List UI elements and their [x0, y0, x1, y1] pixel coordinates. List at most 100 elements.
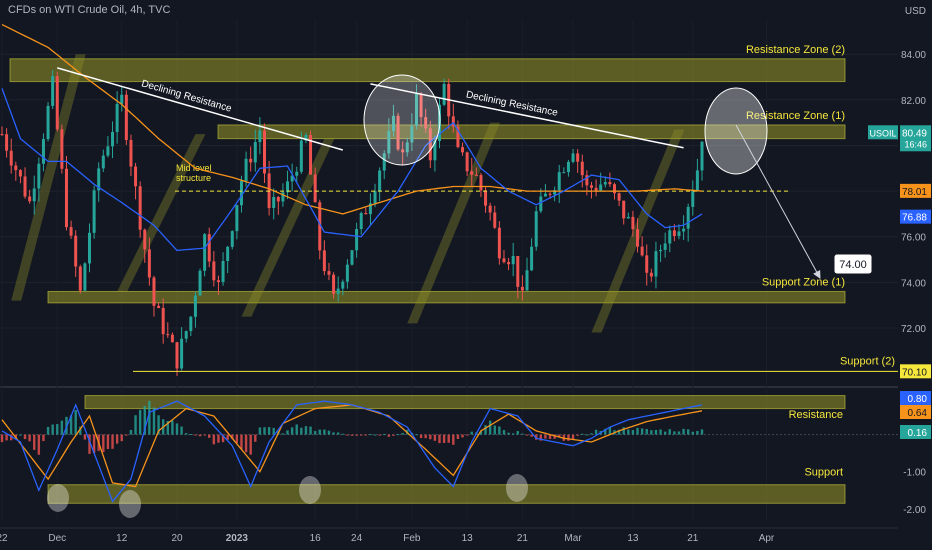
- candle[interactable]: [378, 170, 382, 192]
- candle[interactable]: [548, 193, 552, 195]
- price-axis[interactable]: [898, 0, 932, 550]
- candle[interactable]: [520, 286, 524, 291]
- candle[interactable]: [78, 266, 82, 291]
- candle[interactable]: [424, 117, 428, 129]
- candle[interactable]: [488, 205, 492, 213]
- candle[interactable]: [695, 170, 699, 191]
- candle[interactable]: [589, 185, 593, 188]
- candle[interactable]: [516, 256, 520, 287]
- candle[interactable]: [451, 116, 455, 127]
- candle[interactable]: [474, 174, 478, 176]
- candle[interactable]: [221, 261, 225, 283]
- candle[interactable]: [364, 212, 368, 215]
- candle[interactable]: [239, 180, 243, 206]
- candle[interactable]: [672, 230, 676, 236]
- candle[interactable]: [603, 182, 607, 185]
- candle[interactable]: [120, 94, 124, 104]
- candle[interactable]: [69, 227, 73, 236]
- candle[interactable]: [327, 271, 331, 275]
- candle[interactable]: [396, 115, 400, 150]
- candle[interactable]: [124, 94, 128, 141]
- candle[interactable]: [212, 261, 216, 281]
- candle[interactable]: [147, 249, 151, 278]
- candle[interactable]: [18, 170, 22, 177]
- candle[interactable]: [594, 187, 598, 191]
- candle[interactable]: [313, 174, 317, 203]
- candle[interactable]: [677, 231, 681, 236]
- candle[interactable]: [387, 131, 391, 154]
- candle[interactable]: [576, 153, 580, 162]
- candle[interactable]: [686, 206, 690, 229]
- candle[interactable]: [41, 139, 45, 164]
- candle[interactable]: [143, 229, 147, 250]
- candle[interactable]: [309, 134, 313, 175]
- candle[interactable]: [281, 192, 285, 202]
- candle[interactable]: [649, 272, 653, 277]
- candle[interactable]: [341, 281, 345, 289]
- candle[interactable]: [290, 175, 294, 182]
- candle[interactable]: [636, 229, 640, 247]
- candle[interactable]: [391, 115, 395, 132]
- candle[interactable]: [622, 200, 626, 219]
- candle[interactable]: [599, 184, 603, 191]
- candle[interactable]: [253, 142, 257, 163]
- candle[interactable]: [295, 171, 299, 176]
- candle[interactable]: [161, 307, 165, 335]
- candle[interactable]: [230, 231, 234, 247]
- candle[interactable]: [456, 126, 460, 148]
- candle[interactable]: [562, 172, 566, 174]
- candle[interactable]: [566, 161, 570, 173]
- candle[interactable]: [405, 142, 409, 153]
- candle[interactable]: [433, 141, 437, 161]
- candle[interactable]: [502, 258, 506, 263]
- candle[interactable]: [613, 184, 616, 194]
- candle[interactable]: [640, 246, 644, 256]
- candle[interactable]: [216, 280, 220, 283]
- candle[interactable]: [691, 190, 695, 207]
- candle[interactable]: [682, 228, 686, 232]
- candle[interactable]: [207, 234, 211, 262]
- candle[interactable]: [37, 163, 41, 189]
- candle[interactable]: [226, 246, 230, 262]
- candle[interactable]: [235, 205, 239, 232]
- candle[interactable]: [286, 181, 290, 193]
- candle[interactable]: [525, 270, 529, 291]
- candle[interactable]: [28, 196, 32, 202]
- candle[interactable]: [83, 263, 87, 291]
- candle[interactable]: [9, 150, 13, 166]
- candle[interactable]: [106, 146, 110, 156]
- candle[interactable]: [414, 93, 418, 126]
- candle[interactable]: [193, 295, 197, 317]
- candle[interactable]: [382, 153, 386, 171]
- candle[interactable]: [659, 249, 663, 252]
- candle[interactable]: [263, 130, 266, 174]
- candle[interactable]: [74, 235, 78, 267]
- candle[interactable]: [470, 171, 474, 175]
- candle[interactable]: [115, 103, 119, 132]
- candle[interactable]: [60, 129, 64, 169]
- candle[interactable]: [258, 130, 262, 143]
- candle[interactable]: [465, 152, 469, 172]
- candle[interactable]: [138, 186, 142, 230]
- candle[interactable]: [14, 165, 18, 171]
- candle[interactable]: [51, 76, 55, 106]
- candle[interactable]: [92, 190, 96, 233]
- candle[interactable]: [668, 230, 672, 244]
- candle[interactable]: [553, 190, 557, 195]
- candle[interactable]: [580, 161, 584, 176]
- candle[interactable]: [484, 190, 488, 206]
- candle[interactable]: [198, 270, 202, 296]
- candle[interactable]: [46, 105, 50, 140]
- candle[interactable]: [276, 197, 280, 202]
- candle[interactable]: [272, 197, 276, 209]
- candle[interactable]: [571, 153, 575, 162]
- candle[interactable]: [530, 246, 534, 271]
- candle[interactable]: [23, 176, 27, 197]
- candle[interactable]: [401, 149, 405, 153]
- candle[interactable]: [318, 202, 322, 251]
- candle[interactable]: [304, 134, 308, 141]
- candle[interactable]: [493, 212, 497, 228]
- candle[interactable]: [373, 191, 377, 204]
- candle[interactable]: [645, 255, 649, 273]
- candle[interactable]: [157, 305, 161, 308]
